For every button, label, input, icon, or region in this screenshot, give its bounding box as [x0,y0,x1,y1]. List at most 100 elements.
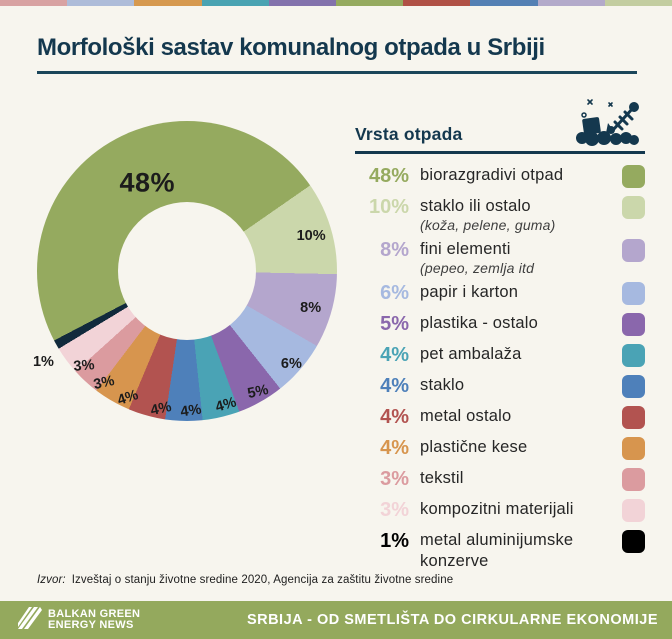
legend-title: Vrsta otpada [355,124,463,144]
legend-item-sublabel: (pepeo, zemlja itd [420,260,535,276]
balkan-green-energy-news-logo: BALKAN GREEN ENERGY NEWS [16,605,140,636]
legend-item-texts: plastične kese [409,437,622,458]
legend-item-texts: biorazgradivi otpad [409,165,622,186]
legend-item-label: metal ostalo [420,407,512,425]
legend-item: 4% metal ostalo [355,406,645,429]
legend-item-label: kompozitni materijali [420,500,574,518]
legend-item-percent: 48% [368,165,409,187]
legend-item: 3% kompozitni materijali [355,499,645,522]
donut-ring [37,121,337,421]
logo-line1: BALKAN GREEN [48,607,141,620]
legend-item-texts: metal aluminijumske konzerve [409,530,622,572]
legend-item: 8% fini elementi (pepeo, zemlja itd [355,239,645,276]
legend-item: 4% plastične kese [355,437,645,460]
legend-item-label: pet ambalaža [420,345,522,363]
footer-bar: BALKAN GREEN ENERGY NEWS SRBIJA - OD SME… [0,601,672,639]
donut-segment-label: 6% [280,356,302,373]
legend-item-swatch [622,165,645,188]
legend-item-percent: 10% [368,196,409,218]
legend-item: 1% metal aluminijumske konzerve [355,530,645,572]
donut-chart: 48% 10% 8% 6% 5% 4% 4% 4% 4% 3% 3% 1% [33,121,337,421]
donut-segment-label: 4% [179,401,203,421]
legend-item-percent: 1% [380,530,409,552]
strip-color-7 [470,0,538,6]
legend-item-label: tekstil [420,469,464,487]
donut-segment-label: 1% [32,354,54,371]
legend-item-label: papir i karton [420,283,519,301]
legend-item-swatch [622,375,645,398]
legend-item-label: plastične kese [420,438,528,456]
legend-item-texts: kompozitni materijali [409,499,622,520]
legend-item-percent: 4% [380,375,409,397]
legend-item-percent: 6% [380,282,409,304]
legend-item-percent: 4% [380,344,409,366]
donut-segment-label: 3% [72,356,96,375]
strip-color-9 [604,0,672,6]
strip-color-6 [403,0,471,6]
legend-item-swatch [622,437,645,460]
legend-item: 4% pet ambalaža [355,344,645,367]
source-note: Izvor: Izveštaj o stanju životne sredine … [37,574,453,586]
legend-item-texts: tekstil [409,468,622,489]
legend-item-swatch [622,313,645,336]
legend-item-percent: 5% [380,313,409,335]
logo-text: BALKAN GREEN ENERGY NEWS [48,607,141,632]
donut-segment-label: 5% [245,381,270,402]
legend-item: 4% staklo [355,375,645,398]
legend-item-percent: 8% [380,239,409,261]
legend-panel: Vrsta otpada [355,99,645,580]
donut-segment-label: 10% [296,227,326,244]
strip-color-1 [67,0,135,6]
strip-color-4 [268,0,337,6]
legend-item: 6% papir i karton [355,282,645,305]
legend-header: Vrsta otpada [355,99,645,154]
strip-color-5 [336,0,404,6]
legend-item-percent: 3% [380,468,409,490]
legend-items: 48% biorazgradivi otpad 10% staklo ili o… [355,165,645,572]
legend-item-texts: pet ambalaža [409,344,622,365]
donut-segment-label: 48% [119,167,176,198]
strip-color-3 [201,0,269,6]
legend-item-swatch [622,196,645,219]
legend-item-texts: metal ostalo [409,406,622,427]
legend-item-texts: plastika - ostalo [409,313,622,334]
strip-color-0 [0,0,68,6]
legend-item-swatch [622,406,645,429]
legend-item-label: plastika - ostalo [420,314,539,332]
legend-item-label: fini elementi [420,240,511,258]
legend-item-texts: papir i karton [409,282,622,303]
legend-item-label: metal aluminijumske konzerve [420,531,574,570]
legend-item-percent: 4% [380,437,409,459]
legend-item-swatch [622,282,645,305]
legend-item-swatch [622,530,645,553]
legend-item-label: staklo [420,376,465,394]
donut-segment-label: 8% [300,299,322,316]
legend-item-swatch [622,468,645,491]
legend-item-texts: fini elementi (pepeo, zemlja itd [409,239,622,276]
legend-item-percent: 4% [380,406,409,428]
legend-item: 5% plastika - ostalo [355,313,645,336]
trash-pile-icon [575,96,643,153]
legend-item: 48% biorazgradivi otpad [355,165,645,188]
strip-color-2 [134,0,202,6]
logo-line2: ENERGY NEWS [48,619,134,631]
legend-item-swatch [622,344,645,367]
page-title: Morfološki sastav komunalnog otpada u Sr… [37,34,637,74]
logo-icon [16,605,42,636]
legend-item-texts: staklo ili ostalo (koža, pelene, guma) [409,196,622,233]
strip-color-8 [537,0,605,6]
source-text: Izveštaj o stanju životne sredine 2020, … [71,574,454,586]
legend-item-texts: staklo [409,375,622,396]
legend-item: 3% tekstil [355,468,645,491]
legend-item-sublabel: (koža, pelene, guma) [420,217,556,233]
footer-tagline: SRBIJA - OD SMETLIŠTA DO CIRKULARNE EKON… [246,612,658,628]
source-prefix: Izvor: [37,574,66,586]
legend-item-label: biorazgradivi otpad [420,166,564,184]
legend-item-percent: 3% [380,499,409,521]
legend-item-label: staklo ili ostalo [420,197,531,215]
legend-item: 10% staklo ili ostalo (koža, pelene, gum… [355,196,645,233]
decorative-color-strip [0,0,672,6]
legend-item-swatch [622,499,645,522]
legend-item-swatch [622,239,645,262]
